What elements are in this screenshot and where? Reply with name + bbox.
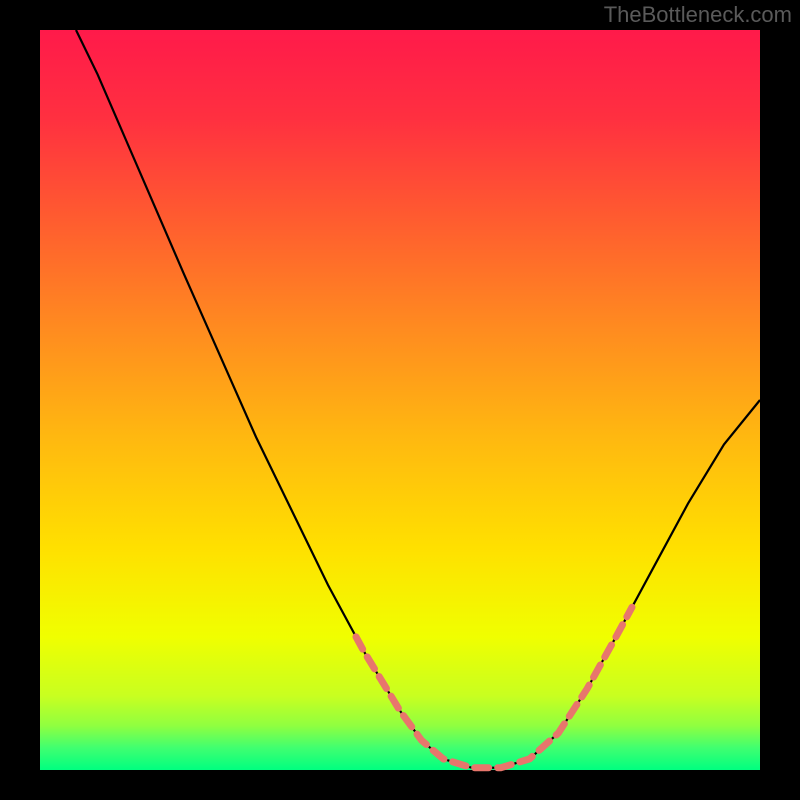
bottleneck-curve-chart [0,0,800,800]
watermark-text: TheBottleneck.com [604,2,792,28]
chart-container: TheBottleneck.com [0,0,800,800]
